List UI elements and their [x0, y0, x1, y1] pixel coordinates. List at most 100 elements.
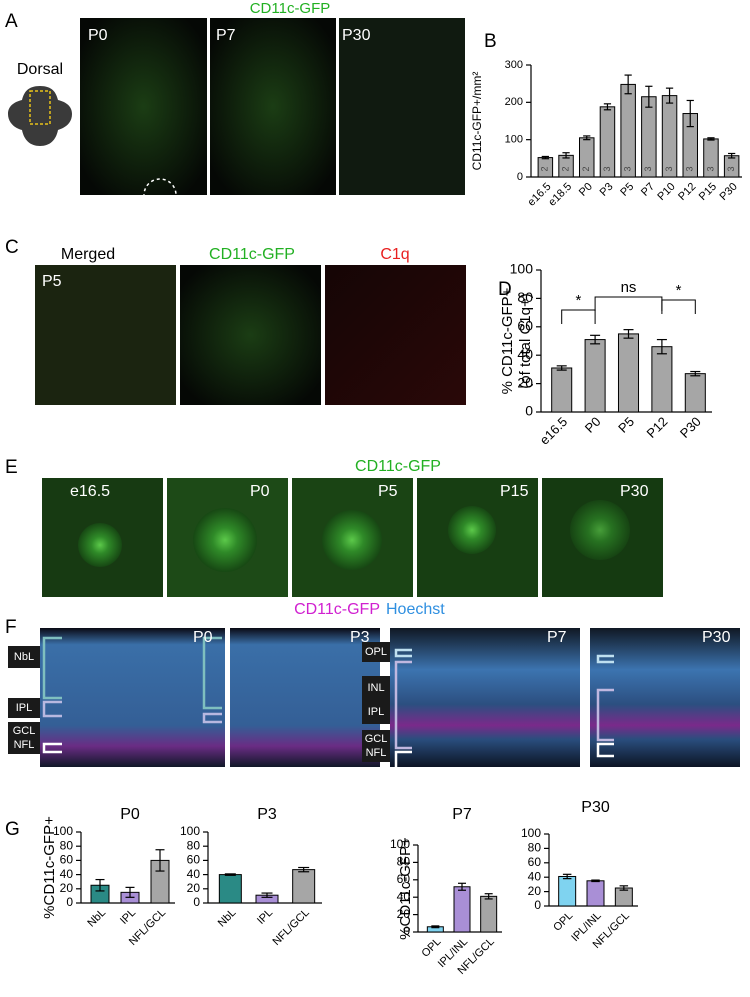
y-tick-label: 100: [510, 261, 534, 277]
error-bar: [125, 886, 135, 898]
y-tick-label: 20: [517, 374, 533, 390]
y-tick-label: 80: [528, 841, 542, 855]
layer-brackets: [42, 636, 614, 772]
n-label: 3: [705, 166, 715, 171]
x-tick-label: IPL: [118, 907, 138, 927]
layer-label: NFL: [366, 747, 387, 759]
layer-label: NbL: [14, 651, 34, 663]
micrograph: [590, 628, 740, 767]
error-bar: [665, 87, 674, 104]
bar: [480, 895, 498, 933]
layer-label-boxes: [8, 642, 390, 762]
y-tick-label: 0: [534, 898, 541, 912]
y-tick-label: 60: [528, 855, 542, 869]
error-bar: [619, 885, 629, 891]
y-tick-label: 60: [60, 853, 74, 867]
error-bar: [623, 329, 634, 339]
layer-label: OPL: [365, 646, 387, 658]
n-label: 3: [664, 166, 674, 171]
y-tick-label: 100: [521, 826, 541, 840]
x-tick-label: NFL/GCL: [270, 907, 311, 948]
image-label: P3: [350, 629, 370, 646]
micrograph: [210, 18, 336, 195]
image-label: P5: [42, 273, 62, 290]
channel-label: CD11c-GFP: [209, 246, 295, 263]
schematic-label: Dorsal: [17, 61, 63, 78]
y-tick-label: 0: [525, 403, 533, 419]
error-bar: [590, 334, 601, 345]
y-tick-label: 80: [60, 838, 74, 852]
bar: [651, 346, 673, 413]
panel-letter: D: [498, 279, 512, 300]
x-tick-label: P5: [618, 181, 636, 199]
layer-label: IPL: [368, 706, 385, 718]
micrograph: [35, 265, 176, 405]
y-tick-label: 20: [397, 907, 411, 921]
bar: [292, 869, 316, 904]
n-label: 2: [560, 166, 570, 171]
error-bar: [224, 873, 236, 876]
x-tick-label: P10: [655, 181, 677, 203]
y-tick-label: 0: [403, 924, 410, 938]
bar: [584, 339, 606, 413]
significance-bracket: [661, 299, 696, 314]
y-tick-label: 0: [193, 895, 200, 909]
bar: [558, 154, 574, 178]
y-axis-label: % CD11c-GFP+: [499, 287, 516, 394]
micrograph: [325, 265, 466, 405]
cell-images: [42, 478, 663, 597]
panel-letter: E: [5, 457, 18, 478]
y-tick-label: 100: [505, 134, 523, 146]
significance-label: *: [575, 292, 581, 309]
x-tick-label: NbL: [85, 907, 108, 930]
error-bar: [458, 882, 466, 891]
chart-title: P3: [257, 806, 277, 823]
micrograph: [390, 628, 580, 767]
x-tick-label: e18.5: [546, 181, 574, 209]
n-label: 3: [643, 166, 653, 171]
y-tick-label: 0: [66, 895, 73, 909]
y-tick-label: 40: [60, 867, 74, 881]
image-label: P0: [193, 629, 213, 646]
x-tick-label: P30: [717, 181, 739, 203]
image-label: P7: [216, 27, 236, 44]
n-label: 3: [685, 166, 695, 171]
y-tick-label: 100: [53, 824, 73, 838]
layer-label: INL: [367, 682, 384, 694]
bar: [453, 886, 471, 933]
error-bar: [155, 849, 165, 872]
y-tick-label: 20: [528, 884, 542, 898]
panel-title: CD11c-GFP: [355, 458, 441, 475]
y-tick-label: 300: [505, 59, 523, 71]
image-label: P7: [547, 629, 567, 646]
error-bar: [645, 85, 653, 108]
bar: [684, 373, 706, 413]
y-axis-label: CD11c-GFP+/mm²: [470, 72, 484, 171]
error-bar: [583, 135, 591, 141]
panel-letter: C: [5, 237, 19, 258]
x-tick-label: P0: [582, 414, 604, 436]
x-tick-label: P3: [598, 181, 616, 199]
bar: [599, 106, 616, 178]
n-label: 2: [581, 166, 591, 171]
error-bar: [562, 873, 572, 880]
x-tick-label: P12: [676, 181, 698, 203]
significance-bracket: [594, 296, 663, 311]
x-tick-label: P5: [615, 414, 637, 436]
y-tick-label: 100: [390, 837, 410, 851]
x-tick-label: P15: [697, 181, 719, 203]
panel-title: Hoechst: [386, 601, 445, 618]
x-tick-label: P7: [639, 181, 657, 199]
y-axis-label: %CD11c-GFP+: [397, 837, 414, 940]
bar: [558, 875, 577, 907]
micrograph: [180, 265, 321, 405]
x-tick-label: P0: [577, 181, 595, 199]
bar: [723, 155, 740, 178]
n-label: 3: [623, 166, 633, 171]
layer-label: GCL: [365, 733, 388, 745]
bar: [617, 333, 640, 413]
channel-label: Merged: [61, 246, 115, 263]
y-tick-label: 60: [187, 853, 201, 867]
layer-label: IPL: [16, 702, 33, 714]
y-axis-label: (of total C1q+): [517, 293, 534, 388]
